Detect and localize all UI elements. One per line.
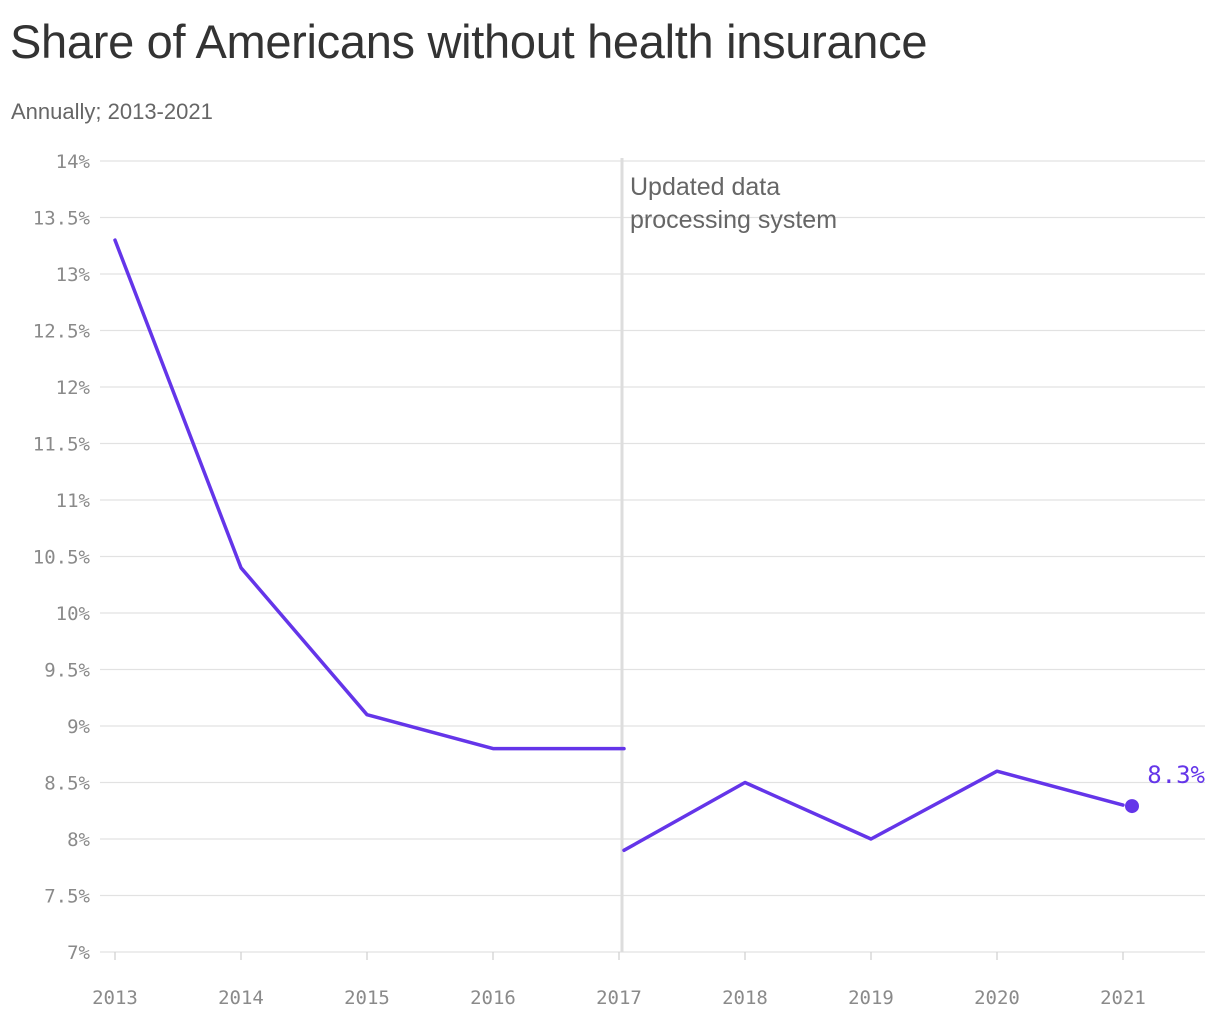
x-tick-label: 2016 xyxy=(470,987,516,1009)
x-tick-label: 2017 xyxy=(596,987,642,1009)
y-tick-label: 7.5% xyxy=(44,886,90,908)
y-tick-label: 7% xyxy=(67,942,90,964)
y-tick-label: 10% xyxy=(56,603,91,625)
y-tick-label: 12.5% xyxy=(33,321,91,343)
y-tick-label: 11.5% xyxy=(33,434,91,456)
x-tick-label: 2020 xyxy=(974,987,1020,1009)
y-tick-label: 8% xyxy=(67,829,90,851)
y-tick-label: 9.5% xyxy=(44,660,90,682)
x-tick-label: 2013 xyxy=(92,987,138,1009)
y-tick-label: 14% xyxy=(56,151,91,173)
y-tick-label: 13% xyxy=(56,264,91,286)
x-tick-label: 2018 xyxy=(722,987,768,1009)
end-point-marker xyxy=(1125,799,1139,814)
y-tick-label: 13.5% xyxy=(33,208,91,230)
gridlines xyxy=(100,160,1205,953)
x-tick-label: 2014 xyxy=(218,987,264,1009)
x-tick-label: 2015 xyxy=(344,987,390,1009)
y-tick-label: 10.5% xyxy=(33,547,91,569)
annotation-text-line: processing system xyxy=(630,206,837,234)
annotations: Updated data processing system xyxy=(620,158,837,952)
annotation-text-line: Updated data xyxy=(630,173,780,201)
series: 8.3% xyxy=(113,238,1206,853)
y-tick-label: 11% xyxy=(56,490,91,512)
y-tick-label: 12% xyxy=(56,377,91,399)
chart-title: Share of Americans without health insura… xyxy=(10,15,928,68)
series-line-segment xyxy=(622,769,1125,853)
x-tick-label: 2021 xyxy=(1100,987,1146,1009)
series-line-segment xyxy=(113,238,626,751)
axes: 7% 7.5% 8% 8.5% 9% 9.5% 10% 10.5% 11% 11.5% 12% 12.… xyxy=(33,151,1146,1009)
y-tick-label: 9% xyxy=(67,716,90,738)
chart-subtitle: Annually; 2013-2021 xyxy=(11,99,213,124)
y-tick-label: 8.5% xyxy=(44,773,90,795)
end-point-label: 8.3% xyxy=(1147,761,1205,789)
x-tick-label: 2019 xyxy=(848,987,894,1009)
